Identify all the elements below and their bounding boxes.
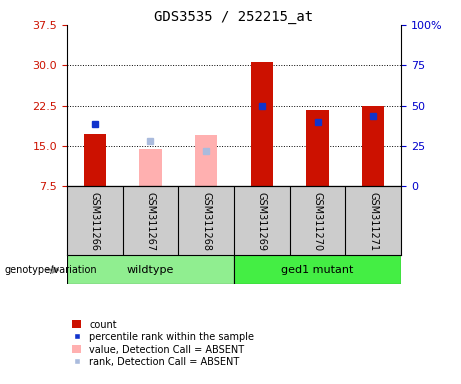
Text: GSM311270: GSM311270 [313,192,323,251]
Bar [307,111,329,186]
Bar [83,134,106,186]
Text: GSM311268: GSM311268 [201,192,211,251]
Bar [195,135,217,186]
Text: GSM311266: GSM311266 [90,192,100,251]
Text: GSM311269: GSM311269 [257,192,267,251]
Bar [251,62,273,186]
Bar [67,255,234,284]
Legend: count, percentile rank within the sample, value, Detection Call = ABSENT, rank, : count, percentile rank within the sample… [72,320,254,367]
Text: GSM311271: GSM311271 [368,192,378,251]
Bar [234,255,401,284]
Text: genotype/variation: genotype/variation [5,265,97,275]
Bar [362,106,384,186]
Bar [139,149,161,186]
Text: GSM311267: GSM311267 [145,192,155,251]
Text: wildtype: wildtype [127,265,174,275]
Title: GDS3535 / 252215_at: GDS3535 / 252215_at [154,10,313,24]
Text: ged1 mutant: ged1 mutant [281,265,354,275]
